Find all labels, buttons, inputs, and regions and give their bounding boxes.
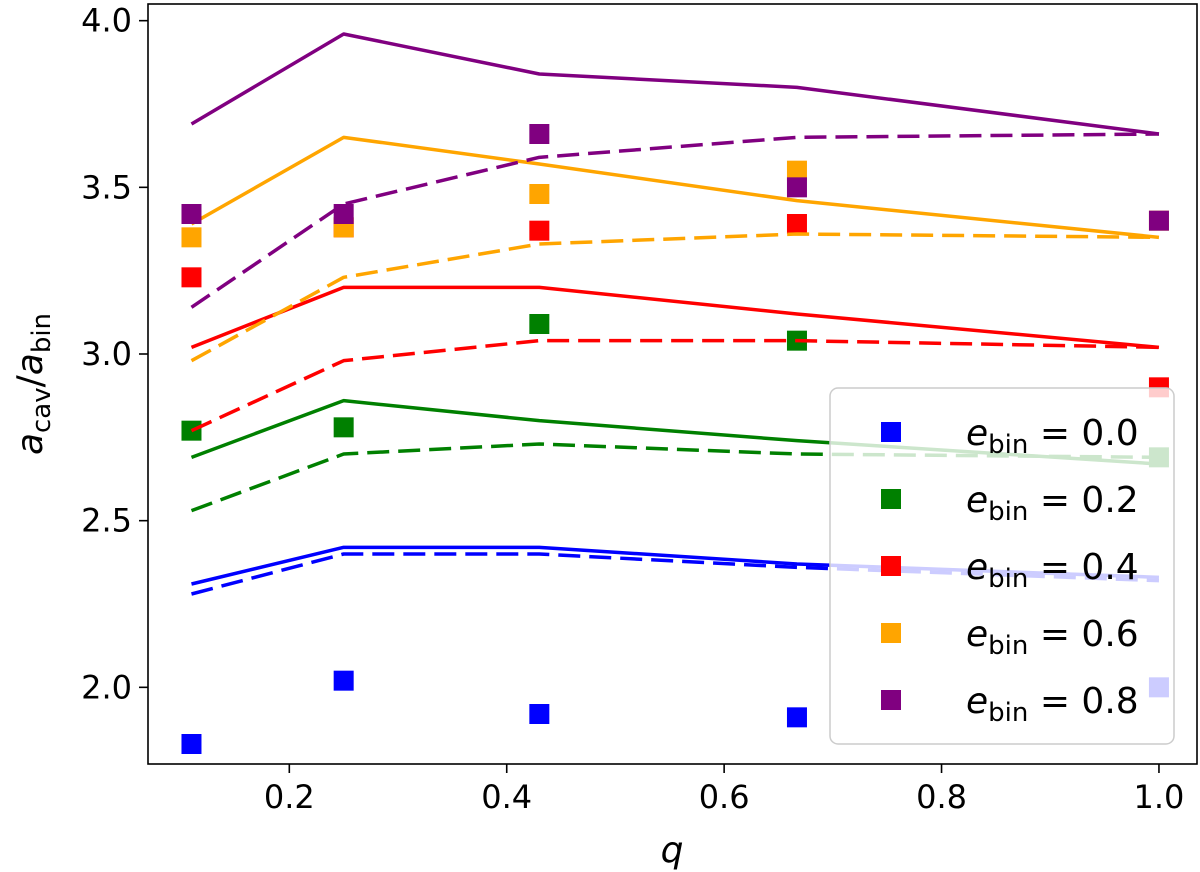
data-point (333, 670, 354, 691)
series-4 (181, 32, 1169, 309)
y-tick-label: 3.5 (81, 168, 132, 206)
legend-item-2: ebin = 0.4 (881, 547, 1139, 594)
data-point (786, 160, 807, 181)
y-tick-label: 3.0 (81, 335, 132, 373)
x-tick-label: 1.0 (1134, 778, 1185, 816)
solid-line (190, 135, 1160, 240)
data-point (1148, 210, 1169, 231)
data-point (529, 124, 550, 144)
legend-item-3: ebin = 0.6 (881, 614, 1139, 661)
legend: ebin = 0.0 ebin = 0.2 ebin = 0.4 ebin = 0.6… (829, 387, 1175, 745)
dashed-line (190, 232, 1159, 363)
series-3 (181, 135, 1169, 363)
ticks-layer: 0.2 0.4 0.6 0.8 1.0 2.0 2.5 3.0 3.5 4.0 (81, 2, 1184, 816)
legend-label: ebin = 0.2 (966, 480, 1139, 527)
dashed-line (190, 132, 1159, 309)
x-tick-label: 0.6 (699, 778, 750, 816)
y-tick-label: 4.0 (81, 2, 132, 40)
legend-marker (881, 422, 901, 442)
dashed-line (190, 442, 1159, 513)
x-tick-label: 0.4 (481, 778, 532, 816)
data-point (529, 184, 550, 204)
y-tick-label: 2.5 (81, 502, 132, 540)
solid-line (190, 285, 1160, 350)
x-axis-label: q (661, 830, 684, 871)
data-point (529, 314, 550, 334)
legend-label: ebin = 0.6 (966, 614, 1139, 661)
y-tick-label: 2.0 (81, 668, 132, 706)
legend-marker (881, 690, 901, 710)
legend-marker (881, 623, 901, 643)
dashed-line (190, 338, 1159, 433)
data-point (181, 227, 202, 248)
legend-label: ebin = 0.8 (966, 681, 1139, 728)
solid-line (190, 32, 1160, 136)
data-point (333, 204, 354, 224)
legend-marker (881, 489, 901, 509)
legend-item-0: ebin = 0.0 (881, 413, 1139, 460)
data-point (786, 707, 807, 728)
legend-label: ebin = 0.0 (966, 413, 1139, 460)
x-tick-label: 0.8 (916, 778, 967, 816)
legend-label: ebin = 0.4 (966, 547, 1139, 594)
data-point (786, 177, 807, 198)
data-point (786, 214, 807, 234)
data-point (181, 267, 202, 288)
y-axis-label: acav/abin (10, 313, 57, 455)
data-point (529, 704, 550, 724)
data-point (181, 204, 202, 224)
legend-box (829, 387, 1175, 745)
legend-item-1: ebin = 0.2 (881, 480, 1139, 527)
axes-frame (147, 3, 1198, 765)
data-point (333, 417, 354, 438)
x-tick-label: 0.2 (264, 778, 315, 816)
legend-item-4: ebin = 0.8 (881, 681, 1139, 728)
legend-marker (881, 556, 901, 576)
data-point (181, 734, 202, 754)
data-point (529, 220, 550, 241)
